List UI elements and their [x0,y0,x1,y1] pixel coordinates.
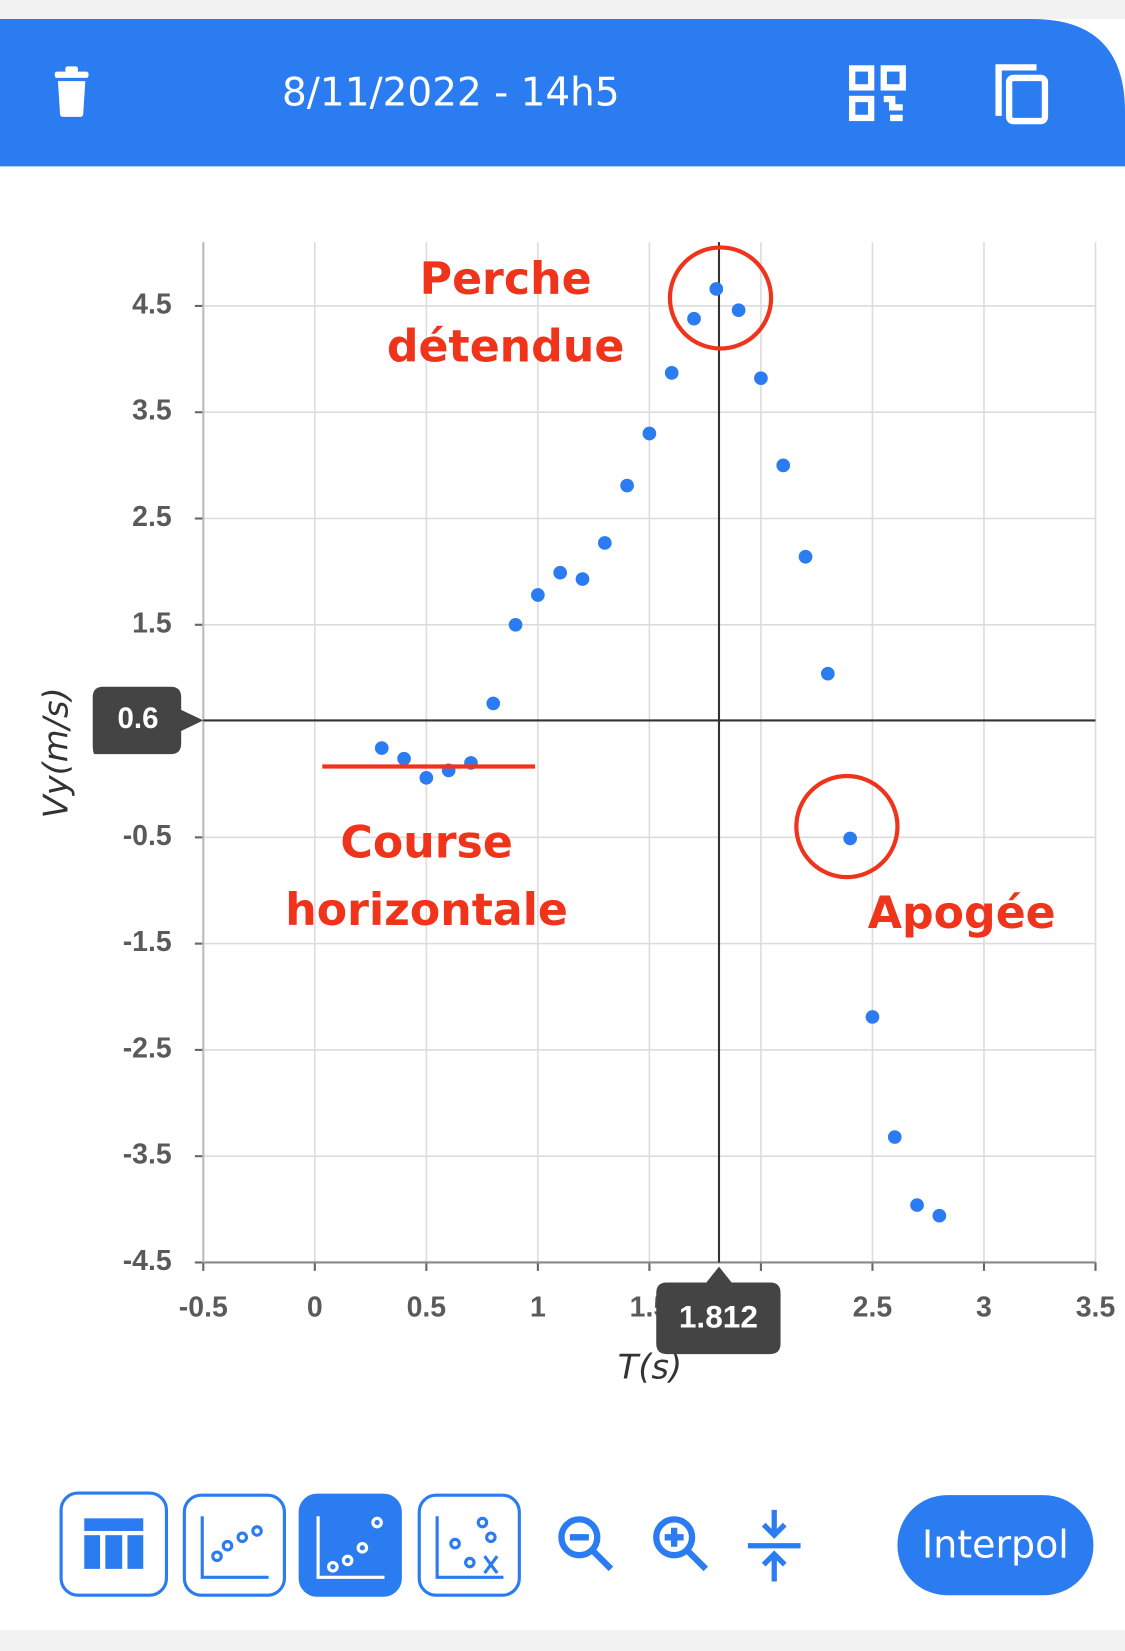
annotation: Apogée [868,888,1056,939]
data-point [374,741,389,755]
annotation: Perche [420,254,592,305]
data-point [887,1130,902,1144]
y-tick-label: 1.5 [132,607,172,639]
y-plot-button[interactable] [298,1493,402,1597]
zoom-out[interactable] [558,1516,614,1572]
plot: -0.500.511.522.533.5-4.5-3.5-2.5-1.5-0.5… [36,242,1115,1386]
qr-icon[interactable] [849,65,906,122]
data-point [910,1198,924,1212]
data-point [731,303,746,318]
data-point [776,458,791,473]
annotation: Course [340,818,512,869]
data-point [397,751,411,766]
data-point [843,831,857,846]
trash-icon[interactable] [54,66,89,117]
data-point [664,366,679,380]
data-point [486,696,501,711]
cursor-y-label: 0.6 [118,702,159,735]
annotation: horizontale [285,885,568,936]
y-tick-label: 3.5 [132,395,172,427]
status-strip [0,0,1125,19]
data-point [798,549,813,564]
x-tick-label: 0.5 [407,1291,447,1323]
annotation-circle [667,245,774,351]
data-point [687,311,701,326]
data-point [531,588,545,602]
annotation: détendue [387,322,624,373]
xy-plot-button[interactable] [417,1493,521,1597]
toolbar [59,1491,1094,1597]
y-tick-label: -3.5 [123,1139,172,1171]
data-point [597,536,612,550]
data-point [419,770,434,785]
copy-icon[interactable] [995,64,1049,125]
header-title: 8/11/2022 - 14h5 [282,70,620,115]
x-tick-label: 2.5 [853,1291,893,1323]
data-point [709,282,724,296]
x-tick-label: 1 [530,1291,546,1323]
x-plot-button[interactable] [182,1493,286,1597]
zoom-in[interactable] [653,1516,708,1572]
nav-strip [0,1629,1125,1651]
header-bar [0,18,1125,167]
annotation-circle [794,773,900,880]
data-point [553,565,568,580]
table-button[interactable] [59,1491,169,1597]
y-tick-label: -4.5 [123,1245,172,1277]
x-tick-label: -0.5 [179,1291,228,1323]
data-point [754,371,768,386]
data-point [575,572,590,586]
interpol-label[interactable]: Interpol [922,1522,1069,1566]
x-tick-label: 0 [307,1291,323,1323]
y-tick-label: -2.5 [123,1032,172,1064]
x-tick-label: 3 [976,1291,992,1323]
y-axis-label: Vy(m/s) [36,687,75,818]
fit-button[interactable] [747,1509,801,1582]
data-point [865,1010,880,1024]
data-point [932,1208,947,1223]
data-point [642,426,657,441]
y-tick-label: -0.5 [123,820,172,852]
data-point [508,617,523,632]
y-tick-label: 4.5 [132,288,172,320]
x-tick-label: 3.5 [1076,1291,1116,1323]
cursor-tooltip [92,686,204,755]
y-tick-label: 2.5 [132,501,172,533]
cursor-tooltip [656,1266,781,1355]
cursor-x-label: 1.812 [679,1299,758,1335]
data-point [820,666,835,681]
interpol-button[interactable] [897,1495,1094,1596]
data-point [620,478,634,493]
y-tick-label: -1.5 [123,926,172,958]
